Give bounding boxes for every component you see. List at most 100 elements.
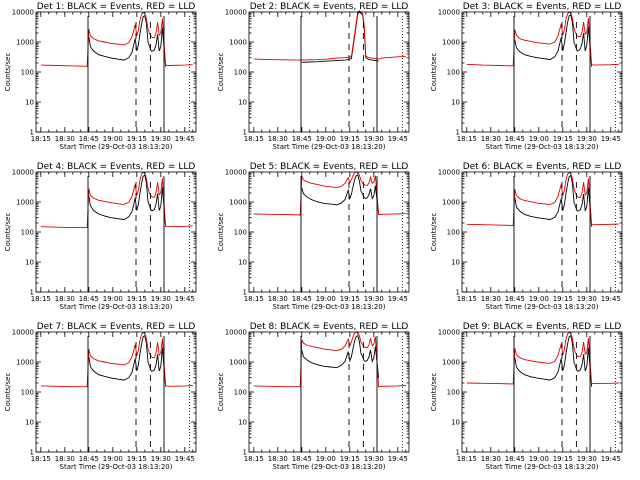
events-series-line — [88, 15, 167, 67]
y-tick-label: 1 — [456, 289, 460, 297]
y-tick-label: 10000 — [12, 9, 34, 17]
x-tick-label: 19:15 — [553, 135, 573, 143]
x-tick-label: 18:30 — [55, 295, 75, 303]
events-series-line — [301, 11, 379, 63]
events-series-line — [301, 335, 380, 378]
y-tick-label: 10 — [25, 259, 34, 267]
x-tick-label: 19:30 — [151, 455, 171, 463]
events-series-line — [88, 335, 167, 387]
y-tick-label: 1 — [243, 289, 247, 297]
x-tick-label: 18:45 — [292, 455, 312, 463]
y-tick-label: 1 — [30, 449, 34, 457]
lld-series-line — [40, 332, 193, 388]
x-tick-label: 19:45 — [388, 135, 408, 143]
y-tick-label: 1 — [243, 129, 247, 137]
x-tick-label: 19:15 — [127, 455, 147, 463]
x-axis-label: Start Time (29-Oct-03 18:13:20) — [273, 143, 386, 151]
detector-panel: Det 9: BLACK = Events, RED = LLD 1 10 100 10… — [430, 322, 623, 471]
x-axis-label: Start Time (29-Oct-03 18:13:20) — [60, 463, 173, 471]
x-tick-label: 19:30 — [364, 455, 384, 463]
y-axis-label: Counts/sec — [430, 53, 438, 92]
x-axis-label: Start Time (29-Oct-03 18:13:20) — [273, 303, 386, 311]
plot-frame — [461, 11, 623, 133]
x-tick-label: 18:15 — [457, 455, 477, 463]
x-tick-label: 19:30 — [364, 295, 384, 303]
x-tick-label: 19:15 — [340, 135, 360, 143]
x-tick-label: 19:00 — [103, 455, 123, 463]
plot-frame — [35, 331, 197, 453]
y-tick-label: 100 — [447, 69, 460, 77]
events-series-line — [301, 174, 380, 214]
y-tick-label: 100 — [234, 69, 247, 77]
y-tick-label: 1000 — [16, 359, 34, 367]
x-axis-label: Start Time (29-Oct-03 18:13:20) — [60, 143, 173, 151]
y-axis-label: Counts/sec — [217, 373, 225, 412]
x-tick-label: 19:00 — [316, 455, 336, 463]
x-tick-label: 19:00 — [103, 135, 123, 143]
y-axis-label: Counts/sec — [4, 373, 12, 412]
detector-panel: Det 7: BLACK = Events, RED = LLD 1 10 100 10… — [4, 322, 197, 471]
x-tick-label: 19:30 — [151, 135, 171, 143]
x-axis-label: Start Time (29-Oct-03 18:13:20) — [486, 303, 599, 311]
y-tick-label: 1 — [456, 449, 460, 457]
detector-panel: Det 1: BLACK = Events, RED = LLD 1 10 100 10… — [4, 2, 197, 151]
plot-frame — [461, 331, 623, 453]
y-tick-label: 10000 — [225, 329, 247, 337]
x-tick-label: 19:45 — [601, 455, 621, 463]
events-series-line — [514, 174, 593, 227]
y-tick-label: 10 — [451, 259, 460, 267]
panel-title: Det 7: BLACK = Events, RED = LLD — [37, 322, 196, 332]
y-tick-label: 1000 — [229, 359, 247, 367]
y-tick-label: 10 — [25, 419, 34, 427]
lld-series-line — [466, 172, 619, 226]
y-axis-label: Counts/sec — [217, 53, 225, 92]
y-axis-label: Counts/sec — [430, 213, 438, 252]
x-tick-label: 19:30 — [577, 135, 597, 143]
y-tick-label: 10000 — [12, 169, 34, 177]
x-tick-label: 18:30 — [268, 135, 288, 143]
x-tick-label: 19:00 — [529, 455, 549, 463]
y-tick-label: 1 — [456, 129, 460, 137]
y-tick-label: 1000 — [229, 199, 247, 207]
y-tick-label: 100 — [447, 389, 460, 397]
y-tick-label: 1000 — [442, 359, 460, 367]
y-tick-label: 1 — [30, 129, 34, 137]
y-tick-label: 10000 — [225, 9, 247, 17]
x-tick-label: 18:45 — [79, 295, 99, 303]
lld-series-line — [253, 10, 406, 61]
x-tick-label: 19:15 — [127, 295, 147, 303]
x-tick-label: 19:00 — [103, 295, 123, 303]
x-tick-label: 19:45 — [601, 295, 621, 303]
x-tick-label: 18:15 — [31, 295, 51, 303]
panel-title: Det 4: BLACK = Events, RED = LLD — [37, 162, 196, 172]
x-tick-label: 18:30 — [481, 455, 501, 463]
y-tick-label: 1 — [30, 289, 34, 297]
lld-series-line — [40, 12, 193, 67]
y-tick-label: 10 — [238, 419, 247, 427]
y-tick-label: 10 — [25, 99, 34, 107]
panel-title: Det 2: BLACK = Events, RED = LLD — [250, 2, 409, 12]
detector-panel: Det 2: BLACK = Events, RED = LLD 1 10 100 10… — [217, 2, 410, 151]
y-tick-label: 100 — [21, 389, 34, 397]
x-tick-label: 19:15 — [340, 455, 360, 463]
x-tick-label: 19:00 — [316, 135, 336, 143]
x-axis-label: Start Time (29-Oct-03 18:13:20) — [486, 143, 599, 151]
y-tick-label: 10 — [238, 259, 247, 267]
lld-series-line — [466, 11, 619, 67]
x-tick-label: 18:30 — [481, 135, 501, 143]
lld-series-line — [253, 171, 406, 216]
lld-series-line — [466, 331, 619, 385]
x-tick-label: 19:45 — [175, 295, 195, 303]
y-tick-label: 10000 — [438, 169, 460, 177]
plot-frame — [248, 171, 410, 293]
x-tick-label: 19:45 — [388, 455, 408, 463]
y-axis-label: Counts/sec — [217, 213, 225, 252]
x-tick-label: 18:45 — [79, 455, 99, 463]
x-tick-label: 18:30 — [55, 455, 75, 463]
detector-panel: Det 6: BLACK = Events, RED = LLD 1 10 100 10… — [430, 162, 623, 311]
x-tick-label: 18:30 — [55, 135, 75, 143]
x-tick-label: 19:15 — [553, 295, 573, 303]
panel-title: Det 5: BLACK = Events, RED = LLD — [250, 162, 409, 172]
y-tick-label: 100 — [234, 229, 247, 237]
